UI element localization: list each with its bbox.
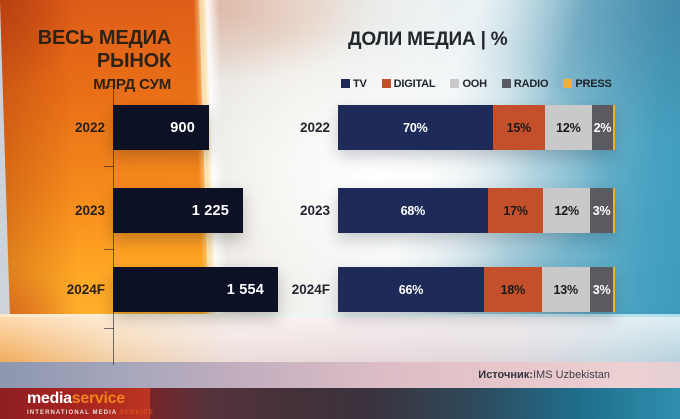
logo-media-text: media (27, 390, 72, 407)
segment-value-label: 66% (398, 282, 424, 297)
media-share-row-2023: 2023 68% 17% 12% 3% (0, 188, 680, 233)
left-chart-title: ВЕСЬ МЕДИА РЫНОК (37, 27, 171, 72)
source-label: Источник: (478, 369, 533, 381)
legend-label: PRESS (575, 77, 612, 90)
legend-label: OOH (462, 77, 487, 90)
total-market-bar: 1 554 (113, 267, 278, 312)
segment-press (613, 188, 615, 233)
legend-item-digital: DIGITAL (381, 77, 436, 90)
total-market-row-2023: 2023 1 225 (0, 188, 680, 233)
media-share-stacked-bar: 68% 17% 12% 3% (338, 188, 615, 233)
segment-ooh: 12% (543, 188, 590, 233)
total-market-row-2024F: 2024F 1 554 (0, 267, 680, 312)
logo-wordmark: mediaservice (27, 391, 154, 407)
segment-value-label: 3% (592, 282, 611, 297)
legend-item-radio: RADIO (501, 77, 549, 90)
axis-tick (104, 166, 114, 167)
segment-value-label: 17% (503, 203, 528, 218)
segment-value-label: 15% (506, 120, 532, 135)
category-label: 2023 (299, 203, 330, 218)
total-market-bar: 1 225 (113, 188, 243, 233)
source-value: IMS Uzbekistan (532, 369, 610, 381)
segment-value-label: 12% (554, 203, 579, 218)
legend-swatch-icon (381, 79, 391, 88)
legend-swatch-icon (501, 79, 511, 88)
logo-tagline-right: SERVICE (119, 410, 154, 416)
segment-value-label: 18% (500, 282, 526, 297)
segment-radio: 3% (589, 188, 614, 233)
category-label: 2024F (66, 282, 105, 297)
segment-ooh: 12% (545, 105, 592, 150)
bar-value-label: 1 554 (226, 281, 264, 298)
segment-value-label: 3% (592, 203, 611, 218)
right-chart-title: ДОЛИ МЕДИА | % (348, 29, 508, 50)
category-label: 2024F (291, 282, 330, 297)
segment-value-label: 13% (553, 282, 579, 297)
category-label: 2023 (74, 203, 105, 218)
segment-value-label: 70% (403, 120, 428, 135)
axis-tick (104, 86, 114, 87)
media-share-stacked-bar: 70% 15% 12% 2% (338, 105, 615, 150)
category-label: 2022 (74, 120, 105, 135)
bar-value-label: 1 225 (191, 202, 229, 219)
segment-value-label: 2% (593, 120, 612, 135)
segment-value-label: 68% (400, 203, 426, 218)
source-strip: Источник:IMS Uzbekistan (0, 362, 680, 388)
left-chart-title-block: ВЕСЬ МЕДИА РЫНОК МЛРД СУМ (0, 27, 171, 93)
legend-label: DIGITAL (393, 77, 436, 90)
media-share-row-2024F: 2024F 66% 18% 13% 3% (0, 267, 680, 312)
segment-radio: 3% (589, 267, 614, 312)
logo-service-text: service (71, 390, 125, 407)
legend-label: TV (353, 77, 367, 90)
logo-tagline: INTERNATIONAL MEDIA SERVICE (27, 410, 154, 416)
segment-tv: 70% (338, 105, 493, 150)
legend-label: RADIO (513, 77, 549, 90)
bar-value-label: 900 (170, 119, 195, 136)
segment-press (613, 267, 615, 312)
total-market-bar: 900 (113, 105, 209, 150)
category-label: 2022 (299, 120, 330, 135)
axis-tick (104, 328, 114, 329)
media-share-stacked-bar: 66% 18% 13% 3% (338, 267, 615, 312)
logo-band (0, 388, 150, 419)
segment-digital: 18% (484, 267, 542, 312)
legend-swatch-icon (563, 79, 573, 88)
legend-item-tv: TV (341, 78, 367, 90)
left-chart-subtitle: МЛРД СУМ (93, 76, 171, 93)
segment-ooh: 13% (541, 267, 590, 312)
segment-value-label: 12% (556, 120, 581, 135)
legend-item-ooh: OOH (450, 77, 487, 90)
logo-tagline-left: INTERNATIONAL MEDIA (27, 410, 120, 416)
segment-tv: 68% (338, 188, 488, 233)
media-share-row-2022: 2022 70% 15% 12% 2% (0, 105, 680, 150)
segment-digital: 15% (492, 105, 545, 150)
segment-press (613, 105, 615, 150)
mediaservice-logo: mediaservice INTERNATIONAL MEDIA SERVICE (27, 391, 154, 417)
axis-tick (104, 249, 114, 250)
table-surface (0, 314, 680, 362)
legend: TV DIGITAL OOH RADIO PRESS (341, 76, 612, 91)
source-text: Источник:IMS Uzbekistan (478, 369, 610, 381)
total-market-row-2022: 2022 900 (0, 105, 680, 150)
legend-item-press: PRESS (563, 77, 612, 90)
segment-tv: 66% (338, 267, 484, 312)
segment-radio: 2% (591, 105, 614, 150)
legend-swatch-icon (341, 79, 350, 88)
segment-digital: 17% (487, 188, 544, 233)
legend-swatch-icon (450, 79, 460, 88)
